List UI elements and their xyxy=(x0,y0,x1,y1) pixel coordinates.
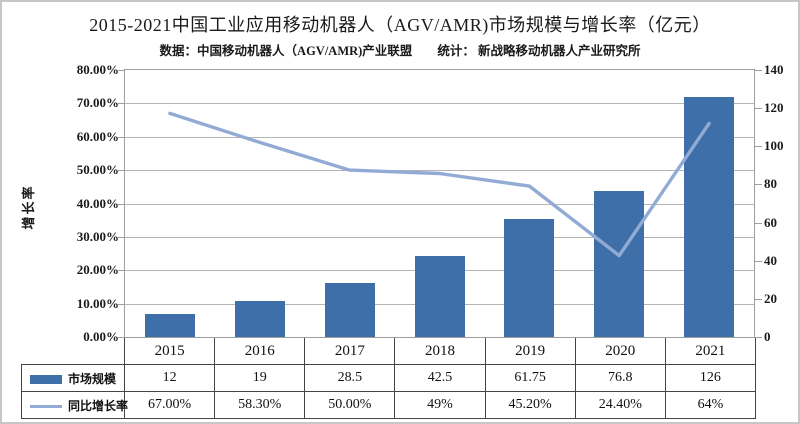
year-cell: 2020 xyxy=(574,338,666,365)
left-axis-tick xyxy=(117,236,124,238)
growth-line-layer xyxy=(168,111,711,258)
left-axis-tick xyxy=(117,103,124,105)
year-cell: 2021 xyxy=(664,338,757,365)
bar-2021 xyxy=(684,96,735,337)
left-axis-tick-label: 0.00% xyxy=(83,329,119,344)
year-cell: 2015 xyxy=(123,338,216,365)
legend-market-scale: 市场规模 xyxy=(21,364,125,392)
right-axis-tick xyxy=(755,70,762,71)
growth-rate-row: 同比增长率 67.00% 58.30% 50.00% 49% 45.20% 24.40% 64… xyxy=(21,391,757,419)
left-axis-tick-label: 40.00% xyxy=(76,195,119,211)
gridline xyxy=(125,103,754,105)
chart-title: 2015-2021中国工业应用移动机器人（AGV/AMR)市场规模与增长率（亿元… xyxy=(89,15,711,35)
market-scale-row: 市场规模 12 19 28.5 42.5 61.75 76.8 126 xyxy=(21,364,757,392)
growth-value-cell: 67.00% xyxy=(123,391,216,419)
bar-2019 xyxy=(504,219,555,337)
right-axis-tick-label: 0 xyxy=(764,329,771,344)
left-axis-tick xyxy=(117,136,124,138)
growth-value-cell: 58.30% xyxy=(214,391,306,419)
data-table: 2015 2016 2017 2018 2019 2020 2021 市场规模 12 19 28.5… xyxy=(21,338,757,419)
bar-2020 xyxy=(594,190,645,337)
left-axis-tick xyxy=(117,170,124,172)
market-value-cell: 61.75 xyxy=(484,364,576,392)
growth-value-cell: 24.40% xyxy=(574,391,666,419)
bar-2016 xyxy=(234,300,285,337)
gridline xyxy=(125,203,754,205)
legend-label: 市场规模 xyxy=(68,371,117,386)
growth-value-cell: 49% xyxy=(394,391,486,419)
left-axis-tick xyxy=(117,203,124,205)
left-axis-tick xyxy=(117,270,124,272)
growth-value-cell: 45.20% xyxy=(484,391,576,419)
right-axis-tick xyxy=(755,260,762,262)
legend-growth-rate: 同比增长率 xyxy=(21,391,129,419)
left-axis-title: 增长率 xyxy=(21,184,36,230)
growth-line xyxy=(168,111,711,258)
bar-2015 xyxy=(144,314,195,337)
right-axis-tick xyxy=(755,146,762,148)
right-axis-tick xyxy=(755,222,762,224)
growth-value-cell: 50.00% xyxy=(304,391,396,419)
left-axis-tick xyxy=(117,337,124,338)
right-axis-tick-label: 100 xyxy=(764,138,784,154)
left-axis-tick xyxy=(117,303,124,305)
left-axis-tick-label: 50.00% xyxy=(76,162,119,178)
market-value-cell: 12 xyxy=(123,364,216,392)
left-axis-tick-label: 80.00% xyxy=(76,62,119,77)
market-value-cell: 28.5 xyxy=(304,364,396,392)
left-axis-tick xyxy=(117,70,124,71)
years-row: 2015 2016 2017 2018 2019 2020 2021 xyxy=(22,338,757,365)
market-value-cell: 19 xyxy=(214,364,306,392)
right-axis-tick xyxy=(755,184,762,186)
bar-2018 xyxy=(414,255,465,337)
left-axis-tick-label: 60.00% xyxy=(76,128,119,144)
gridline xyxy=(125,170,754,172)
left-axis-tick-label: 70.00% xyxy=(76,95,119,111)
year-cell: 2016 xyxy=(214,338,306,365)
right-axis-tick xyxy=(755,108,762,110)
market-value-cell: 76.8 xyxy=(574,364,666,392)
market-value-cell: 42.5 xyxy=(394,364,486,392)
right-axis-tick-label: 60 xyxy=(764,214,777,230)
gridline xyxy=(125,136,754,138)
left-axis-tick-label: 10.00% xyxy=(76,295,119,311)
bar-series-swatch-icon xyxy=(30,375,62,385)
bar-2017 xyxy=(324,282,375,337)
left-axis-tick-label: 30.00% xyxy=(76,228,119,244)
right-axis-tick-label: 140 xyxy=(764,62,784,77)
legend-label: 同比增长率 xyxy=(68,398,129,413)
right-axis-tick-label: 20 xyxy=(764,290,777,306)
market-value-cell: 126 xyxy=(664,364,757,392)
left-axis-tick-label: 20.00% xyxy=(76,262,119,278)
year-cell: 2017 xyxy=(304,338,396,365)
right-axis-tick-label: 120 xyxy=(764,100,784,116)
right-axis-tick xyxy=(755,298,762,300)
year-cell: 2018 xyxy=(394,338,486,365)
line-series-swatch-icon xyxy=(30,405,62,409)
right-axis-tick xyxy=(755,337,762,338)
plot-area xyxy=(124,69,755,338)
right-axis-tick-label: 80 xyxy=(764,176,777,192)
chart-subtitle: 数据：中国移动机器人（AGV/AMR)产业联盟 统计： 新战略移动机器人产业研究… xyxy=(159,44,641,58)
year-cell: 2019 xyxy=(484,338,576,365)
growth-value-cell: 64% xyxy=(664,391,757,419)
gridline xyxy=(125,236,754,238)
right-axis-tick-label: 40 xyxy=(764,252,777,268)
